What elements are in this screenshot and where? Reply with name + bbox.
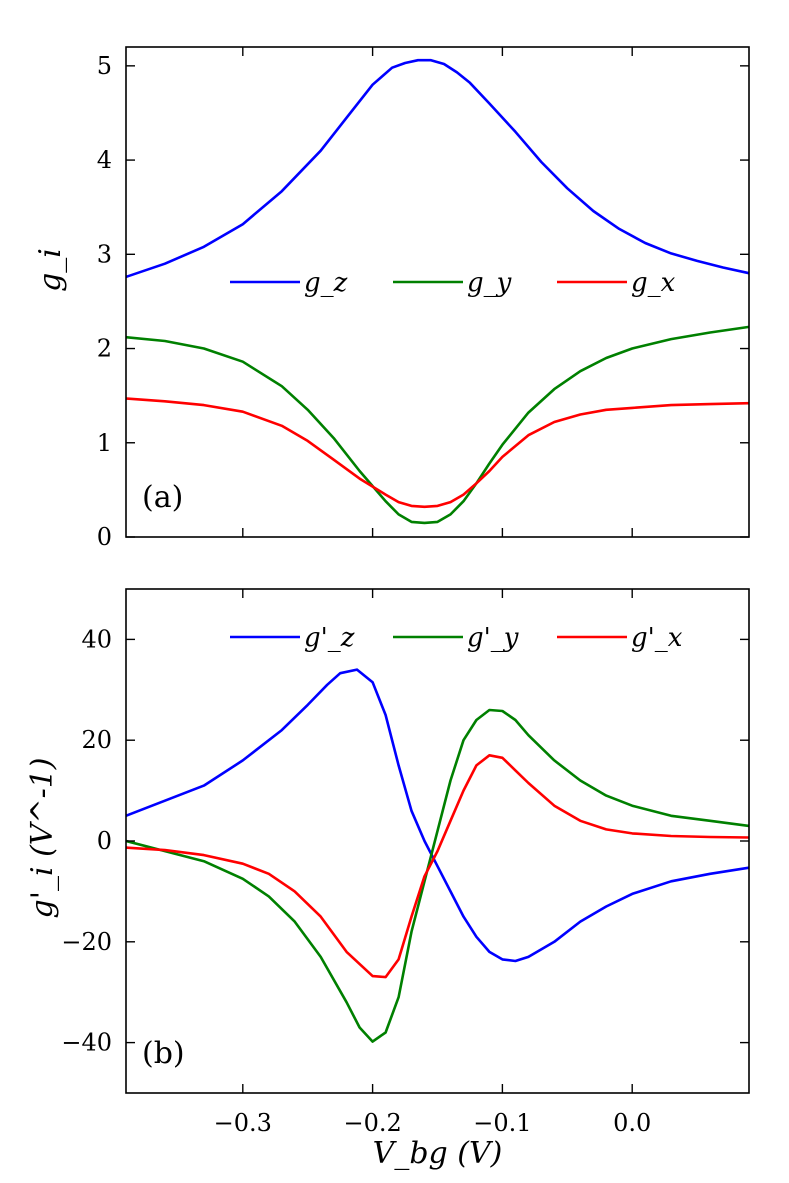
y-tick-label: 5 (97, 52, 112, 80)
axes-frame (125, 588, 750, 1094)
x-axis-label: V_bg (V) (373, 1136, 503, 1171)
legend-label: g_y (467, 268, 512, 298)
legend-label: g_z (304, 268, 348, 298)
legend-label: g_x (631, 268, 676, 298)
series-line-gp-z (125, 668, 750, 963)
series-line-gp-y (125, 708, 750, 1043)
series-line-gp-x (125, 754, 750, 979)
axes-frame (125, 46, 750, 538)
y-tick-label: 4 (97, 146, 112, 174)
x-tick-label: −0.3 (214, 1109, 272, 1137)
y-tick-label: −20 (61, 928, 112, 956)
y-tick-label: 0 (97, 827, 112, 855)
x-tick-label: −0.1 (473, 1109, 531, 1137)
y-axis-label: g'_i (V^-1) (25, 757, 60, 918)
x-tick-label: 0.0 (613, 1109, 651, 1137)
y-tick-label: 40 (81, 625, 112, 653)
y-tick-label: 2 (97, 335, 112, 363)
y-tick-label: 3 (97, 240, 112, 268)
legend-label: g'_z (304, 623, 355, 653)
y-tick-label: −40 (61, 1029, 112, 1057)
panel-label: (b) (142, 1036, 185, 1071)
y-tick-label: 1 (97, 429, 112, 457)
series-line-g-y (125, 325, 750, 525)
panel-a: 0 1 2 3 4 5 (a) g_z g_y g_x g_i (33, 46, 750, 551)
y-tick-label: 20 (81, 726, 112, 754)
panel-label: (a) (142, 480, 183, 515)
series-line-g-z (125, 58, 750, 279)
legend-label: g'_y (467, 623, 519, 653)
x-tick-label: −0.2 (343, 1109, 401, 1137)
panel-b: −40 −20 0 20 40 −0.3 −0.2 −0.1 0.0 (b) g'_z g'_y g'_… (25, 588, 750, 1171)
y-axis-label: g_i (33, 248, 68, 292)
y-tick-label: 0 (97, 523, 112, 551)
series-line-g-x (125, 397, 750, 509)
legend-label: g'_x (631, 623, 683, 653)
